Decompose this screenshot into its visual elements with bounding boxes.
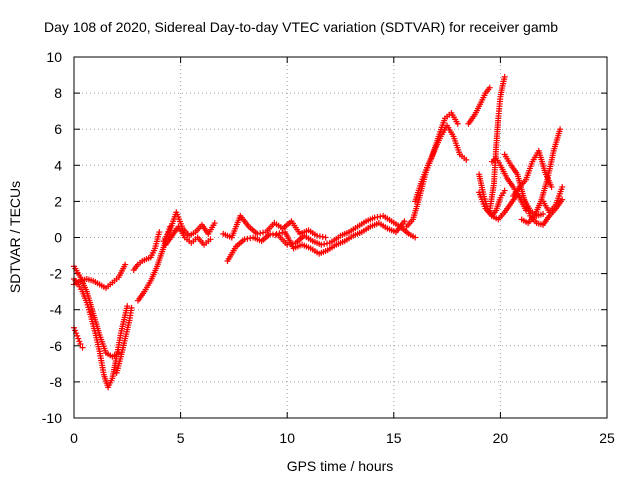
grid-layer	[74, 57, 607, 418]
x-axis-title: GPS time / hours	[287, 458, 394, 474]
data-point	[75, 335, 82, 342]
series-sat-j	[220, 212, 329, 241]
series-sat-b	[71, 263, 122, 360]
y-tick-label: 4	[54, 157, 62, 173]
data-point	[241, 236, 248, 243]
data-trace-marker	[272, 232, 279, 239]
series-sat-v	[518, 126, 564, 227]
y-tick-labels: -10 -8 -6 -4 -2 0 2 4 6 8 10	[42, 49, 62, 426]
data-point	[463, 156, 470, 163]
data-trace-marker	[279, 229, 286, 236]
series-sat-o	[412, 122, 470, 205]
y-tick-label: -4	[50, 302, 63, 318]
data-point	[486, 84, 493, 91]
series-sat-h	[160, 209, 218, 245]
data-markers	[71, 73, 566, 391]
chart-title: Day 108 of 2020, Sidereal Day-to-day VTE…	[44, 19, 558, 35]
x-tick-label: 20	[493, 430, 509, 446]
x-tick-label: 25	[599, 430, 615, 446]
data-point	[314, 232, 321, 239]
series-sat-i	[162, 223, 214, 248]
data-point	[273, 230, 280, 237]
data-point	[124, 303, 131, 310]
data-point	[559, 183, 566, 190]
data-point	[540, 211, 547, 218]
x-tick-labels: 0 5 10 15 20 25	[70, 430, 615, 446]
data-trace-marker	[74, 332, 81, 339]
data-trace-marker	[76, 338, 83, 345]
data-point	[559, 196, 566, 203]
data-point	[548, 183, 555, 190]
data-trace-marker	[244, 235, 251, 242]
data-point	[79, 344, 86, 351]
y-axis-title: SDTVAR / TECUs	[7, 181, 23, 293]
data-point	[211, 220, 218, 227]
data-point	[501, 187, 508, 194]
data-trace-marker	[321, 241, 328, 248]
series-sat-l	[273, 218, 408, 257]
y-tick-label: -6	[50, 338, 63, 354]
data-point	[501, 73, 508, 80]
data-point	[557, 126, 564, 133]
series-sat-c	[71, 276, 131, 391]
y-tick-label: 10	[46, 49, 62, 65]
data-trace-marker	[260, 229, 267, 236]
series-sat-s	[488, 155, 529, 214]
data-point	[254, 230, 261, 237]
series-sat-r	[486, 73, 508, 214]
data-trace-marker	[72, 327, 79, 334]
data-point	[412, 234, 419, 241]
x-tick-label: 10	[279, 430, 295, 446]
series-sat-e	[113, 304, 135, 376]
x-tick-label: 15	[386, 430, 402, 446]
series-sat-d	[71, 324, 86, 351]
data-point	[207, 236, 214, 243]
x-tick-label: 5	[177, 430, 185, 446]
data-trace-marker	[276, 230, 283, 237]
data-trace-marker	[374, 214, 381, 221]
series-sat-p	[465, 84, 493, 127]
data-trace-marker	[377, 213, 384, 220]
data-point	[122, 261, 129, 268]
y-tick-label: 0	[54, 230, 62, 246]
y-tick-label: -10	[42, 410, 62, 426]
plot-frame	[73, 56, 608, 419]
series-sat-m	[337, 212, 419, 241]
data-trace-marker	[269, 231, 276, 238]
x-tick-label: 0	[70, 430, 78, 446]
data-point	[318, 241, 325, 248]
data-point	[128, 304, 135, 311]
data-point	[322, 234, 329, 241]
data-trace-marker	[316, 233, 323, 240]
data-point	[454, 120, 461, 127]
data-trace-marker	[257, 230, 264, 237]
series-sat-f	[130, 229, 163, 273]
y-tick-label: -2	[50, 266, 63, 282]
data-point	[77, 340, 84, 347]
y-tick-label: 2	[54, 193, 62, 209]
data-point	[267, 230, 274, 237]
series-sat-k	[224, 230, 342, 264]
data-point	[371, 214, 378, 221]
data-trace-marker	[319, 233, 326, 240]
y-tick-label: -8	[50, 374, 63, 390]
y-tick-label: 8	[54, 85, 62, 101]
y-tick-label: 6	[54, 121, 62, 137]
series-sat-x	[476, 189, 547, 223]
series-sat-w	[540, 183, 566, 216]
data-trace-marker	[323, 240, 330, 247]
data-point	[156, 229, 163, 236]
data-point	[401, 218, 408, 225]
series-sat-n	[403, 109, 461, 230]
